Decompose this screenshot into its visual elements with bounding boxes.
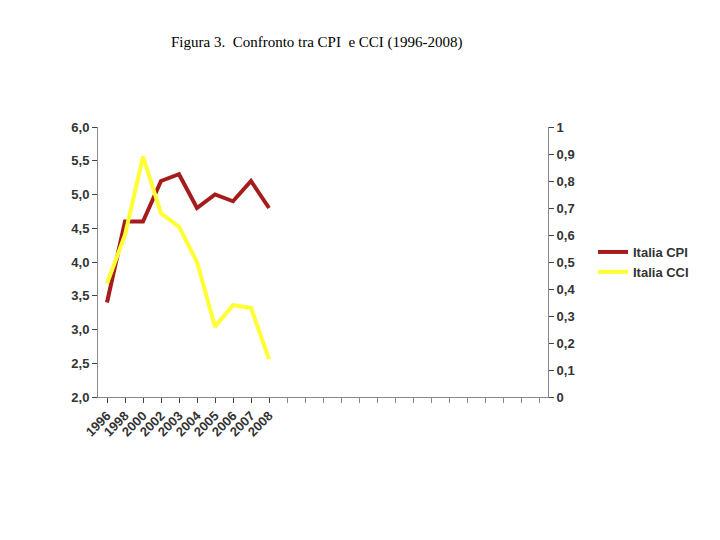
svg-text:0,2: 0,2 — [557, 336, 575, 351]
svg-text:1: 1 — [557, 120, 564, 135]
svg-text:0,8: 0,8 — [557, 174, 575, 189]
svg-text:0,7: 0,7 — [557, 201, 575, 216]
svg-text:2,5: 2,5 — [71, 356, 89, 371]
svg-text:0: 0 — [557, 390, 564, 405]
svg-text:2,0: 2,0 — [71, 390, 89, 405]
svg-text:Italia CCI: Italia CCI — [633, 265, 689, 280]
svg-text:4,5: 4,5 — [71, 221, 89, 236]
svg-text:2005: 2005 — [191, 408, 222, 439]
svg-text:0,5: 0,5 — [557, 255, 575, 270]
svg-text:2003: 2003 — [155, 408, 186, 439]
svg-text:2007: 2007 — [227, 408, 258, 439]
svg-text:0,4: 0,4 — [557, 282, 576, 297]
svg-text:0,3: 0,3 — [557, 309, 575, 324]
svg-text:0,1: 0,1 — [557, 363, 575, 378]
svg-text:5,0: 5,0 — [71, 187, 89, 202]
svg-text:Italia CPI: Italia CPI — [633, 245, 688, 260]
svg-text:2002: 2002 — [137, 408, 168, 439]
svg-text:Figura 3. Confronto tra CPI: Figura 3. Confronto tra CPI e CCI (1996-… — [171, 34, 463, 51]
svg-text:5,5: 5,5 — [71, 153, 89, 168]
svg-text:1996: 1996 — [83, 408, 114, 439]
svg-text:6,0: 6,0 — [71, 120, 89, 135]
svg-text:2006: 2006 — [209, 408, 240, 439]
svg-text:0,9: 0,9 — [557, 147, 575, 162]
svg-text:0,6: 0,6 — [557, 228, 575, 243]
svg-text:3,0: 3,0 — [71, 322, 89, 337]
svg-text:2000: 2000 — [119, 408, 150, 439]
svg-text:1998: 1998 — [101, 408, 132, 439]
svg-text:4,0: 4,0 — [71, 255, 89, 270]
svg-text:2004: 2004 — [173, 408, 205, 440]
svg-text:2008: 2008 — [245, 408, 276, 439]
svg-text:3,5: 3,5 — [71, 288, 89, 303]
